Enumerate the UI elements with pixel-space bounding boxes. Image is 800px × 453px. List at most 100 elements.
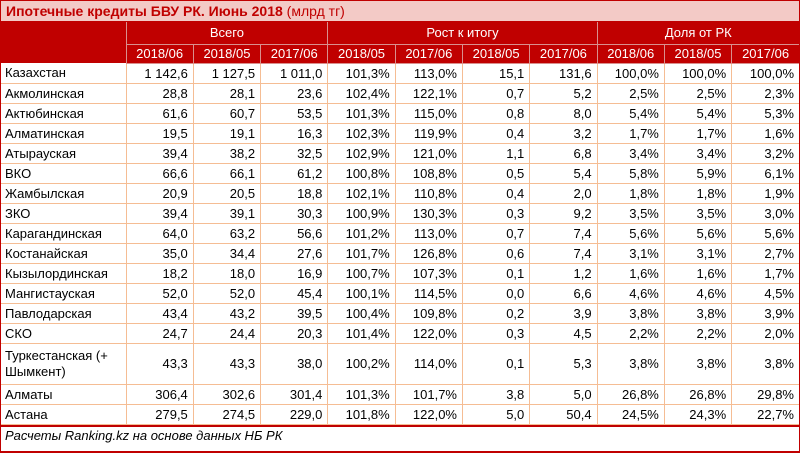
value-cell: 24,4 <box>193 323 262 344</box>
region-cell: Туркестанская (+ Шымкент) <box>1 343 127 385</box>
value-cell: 1,7% <box>664 123 733 144</box>
value-cell: 7,4 <box>529 243 598 264</box>
value-cell: 0,7 <box>462 83 531 104</box>
value-cell: 64,0 <box>126 223 194 244</box>
value-cell: 3,2 <box>529 123 598 144</box>
value-cell: 53,5 <box>260 103 329 124</box>
value-cell: 38,2 <box>193 143 262 164</box>
value-cell: 0,1 <box>462 343 531 385</box>
value-cell: 0,4 <box>462 123 531 144</box>
value-cell: 39,5 <box>260 303 329 324</box>
period-header-2-0: 2018/06 <box>597 44 665 64</box>
value-cell: 26,8% <box>597 384 665 405</box>
value-cell: 131,6 <box>529 63 598 84</box>
value-cell: 0,2 <box>462 303 531 324</box>
value-cell: 3,9% <box>731 303 799 324</box>
value-cell: 2,0 <box>529 183 598 204</box>
value-cell: 100,8% <box>327 163 396 184</box>
table-row: СКО 24,7 24,4 20,3 101,4% 122,0% 0,3 4,5 2,2% 2,2… <box>1 323 799 344</box>
period-header-1-3: 2017/06 <box>529 44 598 64</box>
value-cell: 0,4 <box>462 183 531 204</box>
value-cell: 43,3 <box>126 343 194 385</box>
value-cell: 5,4% <box>664 103 733 124</box>
value-cell: 101,4% <box>327 323 396 344</box>
value-cell: 3,0% <box>731 203 799 224</box>
region-cell: ЗКО <box>1 203 127 224</box>
table-row: Жамбылская 20,9 20,5 18,8 102,1% 110,8% 0,4 2,0… <box>1 183 799 204</box>
group-header-total: Всего <box>126 22 329 45</box>
value-cell: 3,8 <box>462 384 531 405</box>
value-cell: 113,0% <box>395 63 463 84</box>
value-cell: 24,7 <box>126 323 194 344</box>
value-cell: 2,7% <box>731 243 799 264</box>
value-cell: 5,9% <box>664 163 733 184</box>
value-cell: 3,1% <box>597 243 665 264</box>
region-cell: Алматинская <box>1 123 127 144</box>
value-cell: 101,8% <box>327 404 396 425</box>
value-cell: 0,5 <box>462 163 531 184</box>
table-row: Акмолинская 28,8 28,1 23,6 102,4% 122,1% 0,7 5,… <box>1 83 799 104</box>
value-cell: 9,2 <box>529 203 598 224</box>
value-cell: 3,8% <box>731 343 799 385</box>
value-cell: 43,3 <box>193 343 262 385</box>
value-cell: 5,6% <box>664 223 733 244</box>
value-cell: 114,0% <box>395 343 463 385</box>
table-row: Актюбинская 61,6 60,7 53,5 101,3% 115,0% 0,8 8,… <box>1 103 799 124</box>
table-title: Ипотечные кредиты БВУ РК. Июнь 2018 (млр… <box>1 1 799 22</box>
period-header-2-1: 2018/05 <box>664 44 733 64</box>
value-cell: 0,8 <box>462 103 531 124</box>
value-cell: 1,6% <box>731 123 799 144</box>
value-cell: 3,5% <box>597 203 665 224</box>
value-cell: 18,2 <box>126 263 194 284</box>
value-cell: 130,3% <box>395 203 463 224</box>
value-cell: 6,1% <box>731 163 799 184</box>
region-cell: Мангистауская <box>1 283 127 304</box>
value-cell: 29,8% <box>731 384 799 405</box>
value-cell: 302,6 <box>193 384 262 405</box>
value-cell: 1,2 <box>529 263 598 284</box>
header-group-row: Всего Рост к итогу Доля от РК <box>1 22 799 63</box>
value-cell: 119,9% <box>395 123 463 144</box>
value-cell: 4,6% <box>664 283 733 304</box>
table-row: Карагандинская 64,0 63,2 56,6 101,2% 113,0% 0,… <box>1 223 799 244</box>
value-cell: 60,7 <box>193 103 262 124</box>
value-cell: 3,4% <box>597 143 665 164</box>
value-cell: 61,6 <box>126 103 194 124</box>
table-title-unit: (млрд тг) <box>282 3 345 19</box>
region-cell: Костанайская <box>1 243 127 264</box>
value-cell: 5,8% <box>597 163 665 184</box>
value-cell: 45,4 <box>260 283 329 304</box>
table-row: Атырауская 39,4 38,2 32,5 102,9% 121,0% 1,1 6,8… <box>1 143 799 164</box>
value-cell: 15,1 <box>462 63 531 84</box>
table-title-main: Ипотечные кредиты БВУ РК. Июнь 2018 <box>6 3 283 19</box>
value-cell: 279,5 <box>126 404 194 425</box>
value-cell: 61,2 <box>260 163 329 184</box>
value-cell: 229,0 <box>260 404 329 425</box>
value-cell: 101,3% <box>327 63 396 84</box>
value-cell: 19,1 <box>193 123 262 144</box>
value-cell: 3,5% <box>664 203 733 224</box>
value-cell: 1,7% <box>731 263 799 284</box>
value-cell: 39,4 <box>126 203 194 224</box>
value-cell: 0,1 <box>462 263 531 284</box>
region-cell: Казахстан <box>1 63 127 84</box>
value-cell: 52,0 <box>193 283 262 304</box>
period-header-0-2: 2017/06 <box>260 44 329 64</box>
value-cell: 43,2 <box>193 303 262 324</box>
value-cell: 5,4% <box>597 103 665 124</box>
value-cell: 101,7% <box>327 243 396 264</box>
value-cell: 4,5% <box>731 283 799 304</box>
value-cell: 28,1 <box>193 83 262 104</box>
value-cell: 3,8% <box>597 303 665 324</box>
value-cell: 5,3% <box>731 103 799 124</box>
region-cell: ВКО <box>1 163 127 184</box>
value-cell: 0,3 <box>462 203 531 224</box>
value-cell: 101,3% <box>327 103 396 124</box>
period-header-0-0: 2018/06 <box>126 44 194 64</box>
region-cell: Кызылординская <box>1 263 127 284</box>
value-cell: 34,4 <box>193 243 262 264</box>
region-cell: Актюбинская <box>1 103 127 124</box>
region-cell: СКО <box>1 323 127 344</box>
period-header-1-0: 2018/05 <box>327 44 396 64</box>
value-cell: 1,6% <box>664 263 733 284</box>
